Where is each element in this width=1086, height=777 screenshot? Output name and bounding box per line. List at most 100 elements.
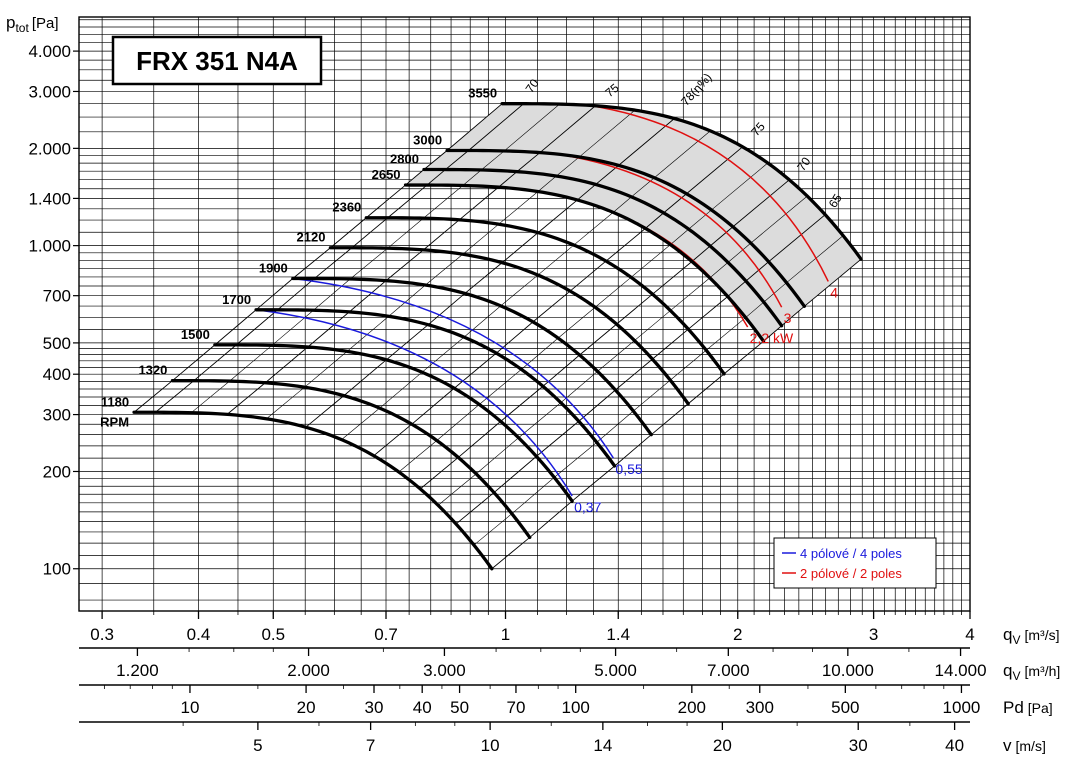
dynamic-pressure-tick-label: 50	[450, 698, 469, 717]
power-line	[255, 309, 573, 497]
axis-unit-label: qV [m³/s]	[1003, 625, 1059, 647]
plot-frame	[78, 16, 971, 612]
flow-m3h-tick-label: 2.000	[287, 661, 330, 680]
power-label: 2,2 kW	[750, 330, 794, 346]
power-label: 0,37	[574, 499, 601, 515]
y-tick-label: 4.000	[28, 42, 71, 61]
x-tick-label: 0.3	[90, 625, 114, 644]
power-label: 4	[830, 284, 838, 300]
y-axis-label-sub: tot	[15, 21, 29, 35]
legend-4-poles: 4 pólové / 4 poles	[800, 546, 902, 561]
power-line	[292, 277, 615, 459]
y-tick-label: 2.000	[28, 139, 71, 158]
rpm-label: 1500	[181, 327, 210, 342]
axis-unit-label: v [m/s]	[1003, 736, 1046, 755]
rpm-label: 3550	[468, 86, 497, 101]
rpm-label: 2120	[297, 230, 326, 245]
flow-m3h-tick-label: 1.200	[116, 661, 159, 680]
velocity-tick-label: 20	[713, 736, 732, 755]
dynamic-pressure-tick-label: 300	[746, 698, 774, 717]
dynamic-pressure-tick-label: 1000	[943, 698, 981, 717]
dynamic-pressure-tick-label: 500	[831, 698, 859, 717]
y-tick-label: 200	[43, 462, 71, 481]
velocity-tick-label: 14	[593, 736, 612, 755]
axes: 4.0003.0002.0001.4001.000700500400300200…	[28, 16, 1060, 755]
power-label: 3	[784, 310, 792, 326]
power-label: 0,55	[615, 461, 642, 477]
flow-m3h-tick-label: 7.000	[707, 661, 750, 680]
y-tick-label: 500	[43, 334, 71, 353]
rpm-label: 3000	[413, 132, 442, 147]
x-tick-label: 4	[965, 625, 974, 644]
legend: 4 pólové / 4 poles 2 pólové / 2 poles	[773, 537, 937, 589]
rpm-curve	[422, 167, 784, 328]
efficiency-label: 75	[748, 119, 768, 139]
rpm-curve	[500, 102, 863, 261]
y-tick-label: 400	[43, 365, 71, 384]
rpm-unit-label: RPM	[100, 414, 129, 429]
efficiency-label: 70	[794, 154, 813, 173]
efficiency-label: 65	[826, 191, 845, 210]
dynamic-pressure-tick-label: 20	[297, 698, 316, 717]
axis-unit-label: qV [m³/h]	[1003, 661, 1060, 683]
y-tick-label: 100	[43, 560, 71, 579]
rpm-label: 1180	[101, 394, 129, 409]
rpm-label: 2650	[372, 167, 401, 182]
y-axis-label-unit: [Pa]	[32, 15, 59, 32]
legend-2-poles: 2 pólové / 2 poles	[800, 566, 902, 581]
x-tick-label: 0.4	[187, 625, 211, 644]
flow-m3h-tick-label: 14.000	[935, 661, 987, 680]
dynamic-pressure-tick-label: 70	[506, 698, 525, 717]
velocity-tick-label: 10	[481, 736, 500, 755]
velocity-tick-label: 30	[849, 736, 868, 755]
efficiency-label: 70	[523, 76, 542, 95]
x-tick-label: 2	[733, 625, 742, 644]
rpm-curve	[213, 343, 574, 503]
y-tick-label: 1.000	[28, 237, 71, 256]
dynamic-pressure-tick-label: 40	[413, 698, 432, 717]
svg-text:ptot[Pa]: ptot [Pa]	[6, 13, 59, 35]
y-tick-label: 1.400	[28, 189, 71, 208]
flow-m3h-tick-label: 5.000	[594, 661, 637, 680]
y-axis-title: ptot [Pa]	[6, 13, 59, 35]
x-tick-label: 1.4	[606, 625, 630, 644]
rpm-label: 1700	[222, 292, 251, 307]
y-axis-label-main: p	[6, 13, 15, 32]
y-tick-label: 3.000	[28, 82, 71, 101]
y-tick-label: 700	[43, 287, 71, 306]
rpm-curve	[328, 246, 690, 406]
velocity-tick-label: 7	[366, 736, 375, 755]
x-tick-label: 3	[869, 625, 878, 644]
rpm-label: 2800	[390, 152, 419, 167]
rpm-curve	[291, 276, 653, 437]
dynamic-pressure-tick-label: 100	[562, 698, 590, 717]
x-tick-label: 0.7	[374, 625, 398, 644]
dynamic-pressure-tick-label: 200	[678, 698, 706, 717]
dynamic-pressure-tick-label: 10	[180, 698, 199, 717]
power-line	[554, 153, 783, 308]
rpm-label: 1320	[138, 363, 167, 378]
rpm-curve	[132, 410, 494, 571]
title-box: FRX 351 N4A	[111, 35, 323, 86]
rpm-label: 1900	[259, 261, 288, 276]
velocity-tick-label: 40	[945, 736, 964, 755]
rpm-curve	[364, 216, 726, 376]
x-tick-label: 1	[501, 625, 510, 644]
efficiency-label: 75	[602, 81, 621, 101]
rpm-curve	[445, 148, 807, 308]
rpm-curves	[132, 102, 863, 571]
rpm-curve	[170, 379, 532, 540]
flow-m3h-tick-label: 10.000	[822, 661, 874, 680]
velocity-tick-label: 5	[253, 736, 262, 755]
flow-m3h-tick-label: 3.000	[423, 661, 466, 680]
rpm-curve	[403, 183, 766, 343]
power-line	[588, 104, 829, 282]
chart-title: FRX 351 N4A	[136, 46, 298, 76]
y-tick-label: 300	[43, 406, 71, 425]
dynamic-pressure-tick-label: 30	[365, 698, 384, 717]
rpm-label: 2360	[332, 200, 361, 215]
x-tick-label: 0.5	[261, 625, 285, 644]
efficiency-label: 78(η%)	[678, 70, 714, 108]
rpm-curve	[254, 308, 617, 468]
